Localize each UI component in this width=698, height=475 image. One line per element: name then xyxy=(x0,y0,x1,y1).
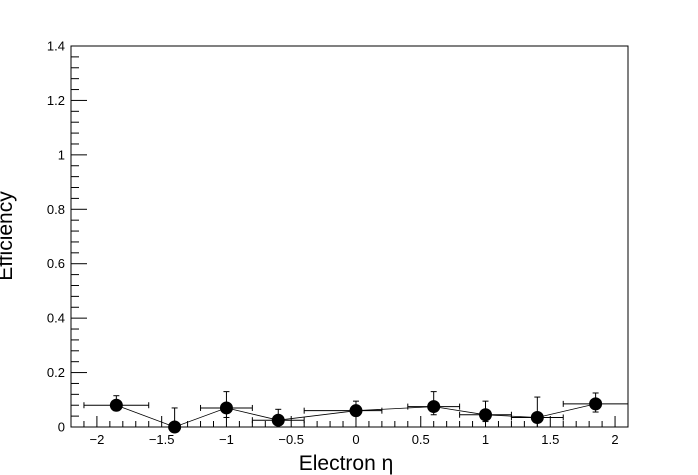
y-tick-label: 1.4 xyxy=(47,39,65,54)
x-tick-label: −1.5 xyxy=(149,432,175,447)
x-tick-label: −2 xyxy=(89,432,104,447)
x-tick-label: 2 xyxy=(611,432,618,447)
y-tick-label: 0.6 xyxy=(47,256,65,271)
data-point xyxy=(219,401,233,415)
x-tick-label: 0 xyxy=(352,432,359,447)
y-axis-title: Efficiency xyxy=(0,191,17,281)
x-tick-label: −1 xyxy=(219,432,234,447)
y-tick-label: 0 xyxy=(58,420,65,435)
data-point xyxy=(349,404,363,418)
data-series xyxy=(83,391,629,434)
data-point xyxy=(479,408,493,422)
y-axis-ticks: 0 0.2 0.4 0.6 0.8 1 1.2 1.4 xyxy=(47,39,87,435)
plot-frame xyxy=(70,45,629,428)
y-tick-label: 0.8 xyxy=(47,202,65,217)
data-point xyxy=(168,420,182,434)
y-tick-label: 1 xyxy=(58,147,65,162)
y-tick-label: 0.2 xyxy=(47,365,65,380)
x-tick-label: 0.5 xyxy=(412,432,430,447)
data-point xyxy=(530,410,544,424)
y-tick-label: 1.2 xyxy=(47,93,65,108)
x-axis-ticks: −2 −1.5 −1 −0.5 0 0.5 1 1.5 2 xyxy=(70,416,629,447)
data-point xyxy=(271,413,285,427)
x-tick-label: 1.5 xyxy=(541,432,559,447)
data-point xyxy=(427,400,441,414)
y-tick-label: 0.4 xyxy=(47,311,65,326)
data-point xyxy=(589,397,603,411)
x-axis-title: Electron η xyxy=(299,452,394,475)
data-point xyxy=(109,398,123,412)
x-tick-label: −0.5 xyxy=(278,432,304,447)
x-tick-label: 1 xyxy=(482,432,489,447)
